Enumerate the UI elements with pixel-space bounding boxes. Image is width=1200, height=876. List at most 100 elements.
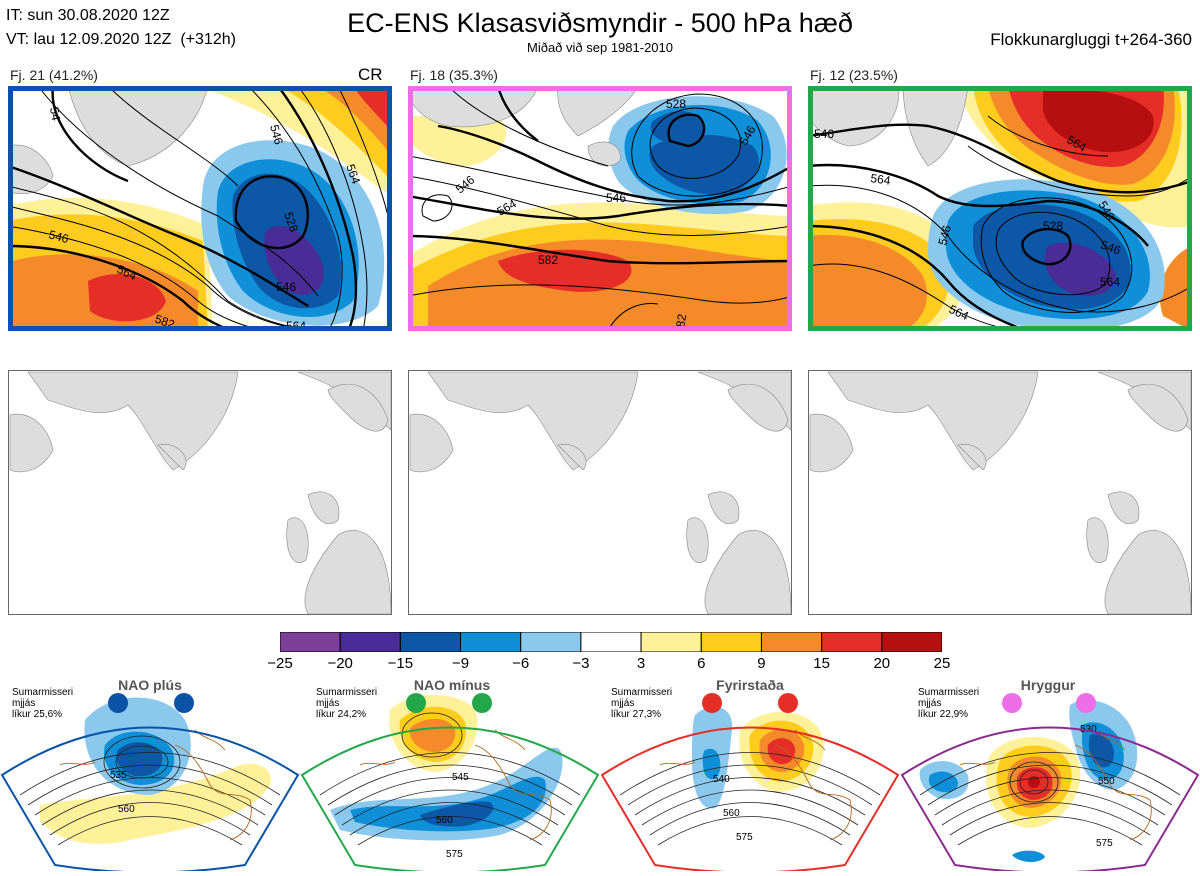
colorbar-tick-label: −25 [267, 655, 293, 672]
colorbar-tick-label: −20 [327, 655, 353, 672]
regime-months: mjjás [12, 698, 36, 709]
colorbar-swatch [821, 631, 883, 653]
colorbar-swatch [881, 631, 943, 653]
contour-label: 530 [1080, 724, 1097, 735]
contour-label: 582 [538, 253, 558, 267]
regime-4-title: Hryggur [1020, 677, 1076, 693]
regime-4-map: 530 550 575 [900, 690, 1200, 874]
regime-months: mjjás [611, 698, 635, 709]
cluster-1-map: 54 528 546 546 564 546 582 564 564 [8, 86, 392, 331]
regime-1-map: 535 560 [0, 690, 300, 874]
regime-probability: líkur 25,6% [12, 709, 63, 720]
colorbar-tick-label: −9 [451, 655, 470, 672]
colorbar-swatch [279, 631, 341, 653]
contour-label: 546 [606, 191, 626, 205]
init-time: IT: sun 30.08.2020 12Z [6, 7, 170, 24]
contour-label: 564 [1100, 275, 1120, 289]
colorbar-swatch [700, 631, 762, 653]
contour-label: 564 [343, 162, 363, 186]
colorbar-swatch [640, 631, 702, 653]
contour-label: 546 [276, 280, 296, 294]
colorbar-tick-label: 20 [873, 655, 891, 672]
cluster-2-label: Fj. 18 (35.3%) [410, 67, 498, 83]
contour-label: 545 [452, 772, 469, 783]
contour-label: 540 [713, 774, 730, 785]
colorbar-swatch [760, 631, 823, 653]
cluster-3-map: 546 564 564 546 528 546 564 564 546 [808, 86, 1192, 331]
regime-3-dot-left [702, 693, 722, 713]
contour-label: 546 [935, 223, 954, 246]
regime-4-dot-left [1002, 693, 1022, 713]
regime-1-dot-left [108, 693, 128, 713]
classification-window: Flokkunargluggi t+264-360 [990, 30, 1192, 49]
colorbar [279, 631, 943, 653]
empty-map-2 [408, 370, 792, 615]
contour-label: 564 [870, 171, 892, 188]
colorbar-tick-label: 15 [813, 655, 830, 672]
colorbar-swatch [580, 631, 642, 653]
regime-2-info: Sumarmisseri mjjás líkur 24,2% [316, 687, 396, 720]
cluster-1-label: Fj. 21 (41.2%) [10, 67, 98, 83]
colorbar-tick-label: −15 [387, 655, 414, 672]
colorbar-swatch [460, 631, 522, 653]
contour-label: 546 [814, 127, 834, 141]
valid-time: VT: lau 12.09.2020 12Z (+312h) [6, 31, 236, 48]
colorbar-swatch [339, 631, 401, 653]
regime-3-dot-right [778, 693, 798, 713]
contour-label: 575 [446, 849, 463, 860]
colorbar-tick-label: 3 [636, 655, 646, 672]
regime-3-info: Sumarmisseri mjjás líkur 27,3% [611, 687, 691, 720]
cluster-frame [808, 86, 1192, 331]
regime-probability: líkur 22,9% [918, 709, 969, 720]
colorbar-tick-label: −3 [572, 655, 590, 672]
contour-label: 575 [736, 832, 753, 843]
regime-2-dot-right [472, 693, 492, 713]
contour-label: 528 [1043, 219, 1063, 233]
cluster-frame [408, 86, 792, 331]
regime-2-dot-left [406, 693, 426, 713]
colorbar-tick-label: 9 [757, 655, 766, 672]
contour-label: 528 [666, 97, 686, 111]
header-times: IT: sun 30.08.2020 12Z VT: lau 12.09.2020… [6, 4, 236, 52]
contour-label: 560 [436, 815, 453, 826]
regime-4-dot-right [1076, 693, 1096, 713]
regime-2-map: 545 560 575 [300, 690, 600, 874]
regime-3-map: 540 560 575 [600, 690, 900, 874]
regime-months: mjjás [316, 698, 340, 709]
contour-label: 560 [118, 804, 135, 815]
colorbar-swatch [520, 631, 582, 653]
regime-4-info: Sumarmisseri mjjás líkur 22,9% [918, 687, 998, 720]
contour-label: 546 [47, 227, 70, 246]
regime-probability: líkur 24,2% [316, 709, 367, 720]
contour-label: 575 [1096, 838, 1113, 849]
regime-season: Sumarmisseri [12, 687, 74, 698]
cluster-2-map: 528 546 546 564 546 582 82 [408, 86, 792, 331]
colorbar-tick-label: 6 [697, 655, 706, 672]
colorbar-tick-label: 25 [933, 655, 951, 672]
regime-1-title: NAO plús [118, 677, 182, 693]
regime-probability: líkur 27,3% [611, 709, 662, 720]
contour-label: 546 [1099, 238, 1123, 258]
contour-label: 54 [47, 106, 63, 122]
regime-season: Sumarmisseri [918, 687, 980, 698]
contour-label: 528 [281, 210, 301, 234]
regime-1-info: Sumarmisseri mjjás líkur 25,6% [12, 687, 92, 720]
colorbar-tick-label: −6 [512, 655, 530, 672]
page-subtitle: Miðað við sep 1981-2010 [527, 40, 673, 55]
contour-label: 535 [110, 770, 127, 781]
empty-map-3 [808, 370, 1192, 615]
regime-2-title: NAO mínus [413, 677, 491, 693]
contour-label: 560 [723, 808, 740, 819]
contour-label: 546 [267, 123, 286, 146]
contour-label: 82 [673, 313, 689, 329]
cluster-frame [8, 86, 392, 331]
regime-3-title: Fyrirstaða [716, 677, 784, 693]
cluster-3-label: Fj. 12 (23.5%) [810, 67, 898, 83]
regime-1-dot-right [174, 693, 194, 713]
contour-label: 550 [1098, 776, 1115, 787]
colorbar-swatches [279, 631, 943, 653]
regime-months: mjjás [918, 698, 942, 709]
cluster-1-tag: CR [358, 65, 383, 84]
regime-season: Sumarmisseri [316, 687, 378, 698]
colorbar-swatch [399, 631, 462, 653]
